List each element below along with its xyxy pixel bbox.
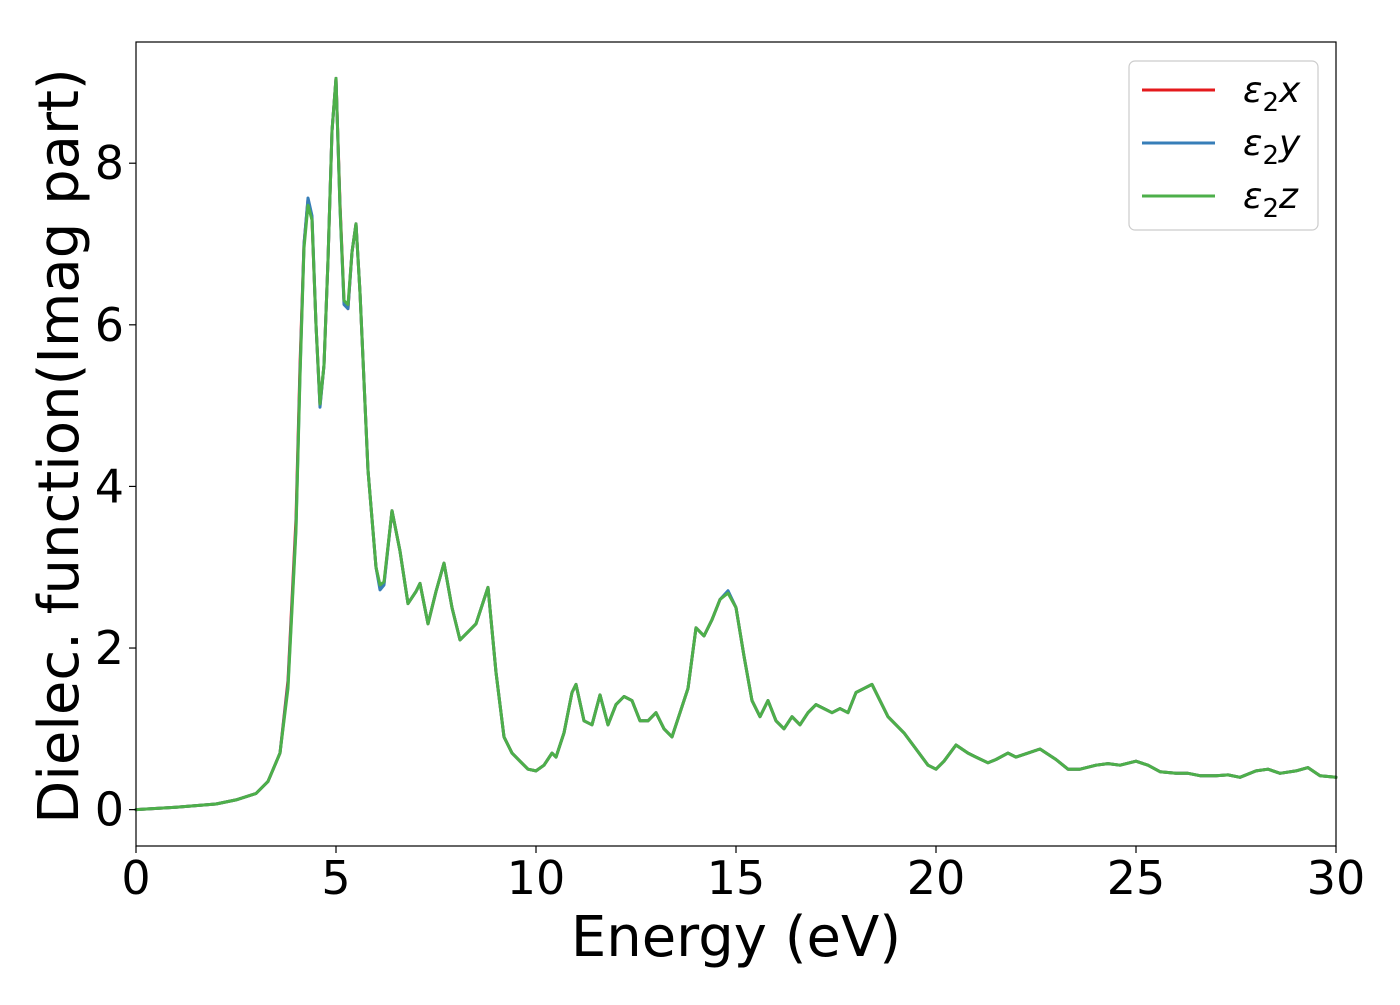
x-tick-label: 10 (507, 851, 566, 905)
y-axis-title: Dielec. function(Imag part) (27, 68, 92, 824)
series-line-z (134, 76, 1338, 812)
x-tick-label: 5 (321, 851, 350, 905)
x-axis-title: Energy (eV) (571, 905, 901, 970)
series-group (134, 76, 1338, 812)
y-axis-ticks: 0 2 4 6 8 (95, 136, 136, 837)
y-tick-label: 2 (95, 621, 124, 675)
y-tick-label: 0 (95, 783, 124, 837)
x-tick-label: 0 (121, 851, 150, 905)
legend-label-y: ε2y (1243, 123, 1301, 171)
x-tick-label: 20 (907, 851, 966, 905)
legend-label-subscript: 2 (1262, 88, 1279, 118)
legend-label-variable: z (1278, 176, 1299, 217)
x-tick-label: 15 (707, 851, 766, 905)
x-axis-ticks: 0 5 10 15 20 25 30 (121, 846, 1365, 905)
legend-label-variable: x (1278, 70, 1301, 111)
legend-label-base: ε (1243, 176, 1262, 217)
legend-label-z: ε2z (1243, 176, 1299, 224)
legend-label-base: ε (1243, 123, 1262, 164)
legend-label-subscript: 2 (1262, 194, 1279, 224)
x-tick-label: 25 (1107, 851, 1166, 905)
x-tick-label: 30 (1307, 851, 1366, 905)
legend-label-subscript: 2 (1262, 141, 1279, 171)
legend-label-variable: y (1278, 123, 1301, 164)
legend-box (1128, 60, 1319, 231)
y-tick-label: 4 (95, 459, 124, 513)
y-tick-label: 8 (95, 136, 124, 190)
y-tick-label: 6 (95, 298, 124, 352)
legend-label-base: ε (1243, 70, 1262, 111)
legend-label-x: ε2x (1243, 70, 1301, 118)
